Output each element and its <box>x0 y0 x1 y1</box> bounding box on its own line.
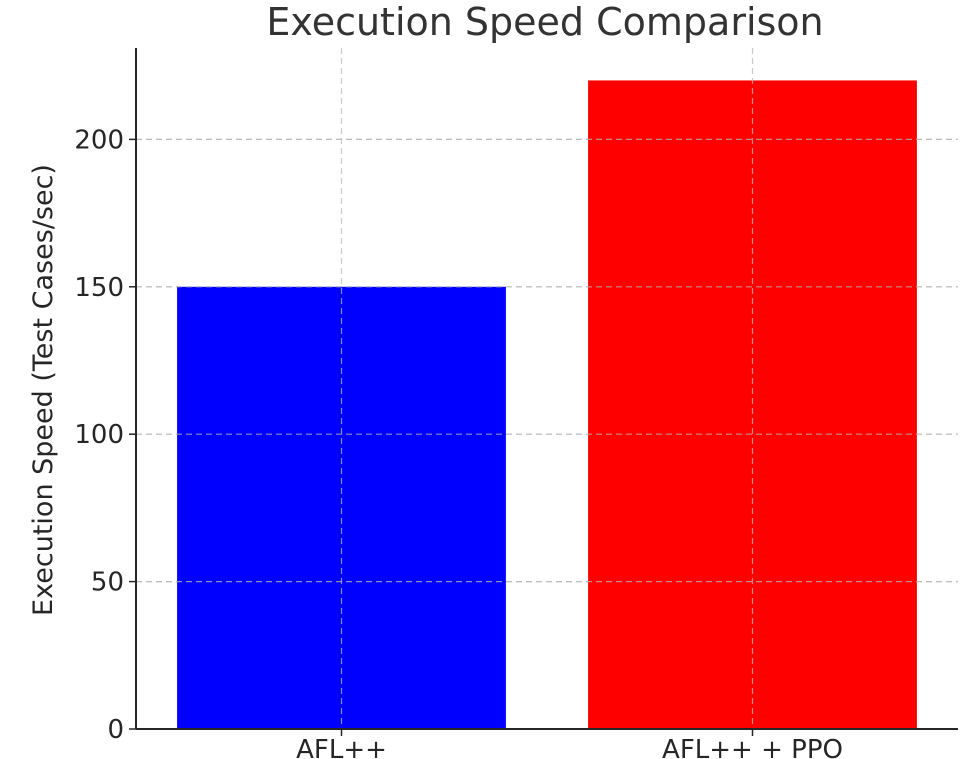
y-tick-label: 0 <box>107 715 124 745</box>
x-tick-label: AFL++ <box>296 735 387 759</box>
y-tick-label: 200 <box>74 125 124 155</box>
y-tick-label: 50 <box>91 568 124 598</box>
axes <box>135 48 958 730</box>
y-axis-label: Execution Speed (Test Cases/sec) <box>28 164 59 616</box>
y-ticks: 0 50 100 150 200 <box>74 125 136 745</box>
bars <box>177 80 917 729</box>
x-ticks: AFL++ AFL++ + PPO <box>296 729 843 759</box>
chart-title: Execution Speed Comparison <box>266 0 823 44</box>
grid-overlay <box>136 48 958 729</box>
y-tick-label: 150 <box>74 273 124 303</box>
x-tick-label: AFL++ + PPO <box>662 735 843 759</box>
y-tick-label: 100 <box>74 420 124 450</box>
